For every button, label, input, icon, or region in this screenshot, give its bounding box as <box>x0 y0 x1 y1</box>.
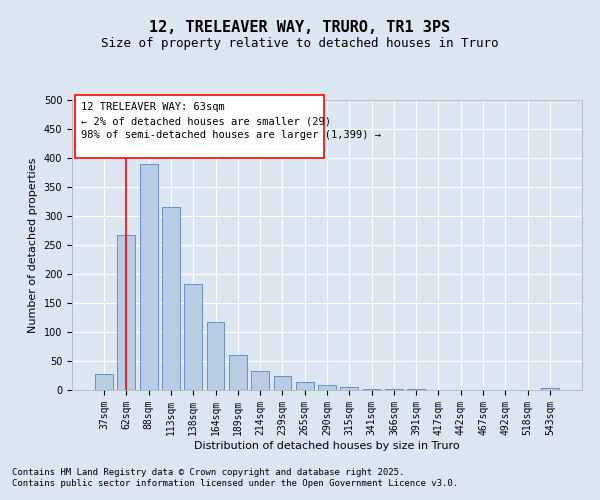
Bar <box>251 371 269 390</box>
Bar <box>140 164 158 390</box>
Text: 12, TRELEAVER WAY, TRURO, TR1 3PS: 12, TRELEAVER WAY, TRURO, TR1 3PS <box>149 20 451 35</box>
Bar <box>206 322 224 390</box>
Bar <box>118 235 136 390</box>
Bar <box>229 355 247 390</box>
Text: 12 TRELEAVER WAY: 63sqm
← 2% of detached houses are smaller (29)
98% of semi-det: 12 TRELEAVER WAY: 63sqm ← 2% of detached… <box>81 102 381 140</box>
Bar <box>541 388 559 390</box>
Bar <box>362 389 380 390</box>
Bar <box>274 376 292 390</box>
Bar <box>162 208 180 390</box>
Bar <box>340 387 358 390</box>
Bar <box>95 374 113 390</box>
X-axis label: Distribution of detached houses by size in Truro: Distribution of detached houses by size … <box>194 440 460 450</box>
Y-axis label: Number of detached properties: Number of detached properties <box>28 158 38 332</box>
Text: Size of property relative to detached houses in Truro: Size of property relative to detached ho… <box>101 38 499 51</box>
Bar <box>318 386 336 390</box>
Text: Contains HM Land Registry data © Crown copyright and database right 2025.
Contai: Contains HM Land Registry data © Crown c… <box>12 468 458 487</box>
Bar <box>184 284 202 390</box>
Bar <box>296 382 314 390</box>
